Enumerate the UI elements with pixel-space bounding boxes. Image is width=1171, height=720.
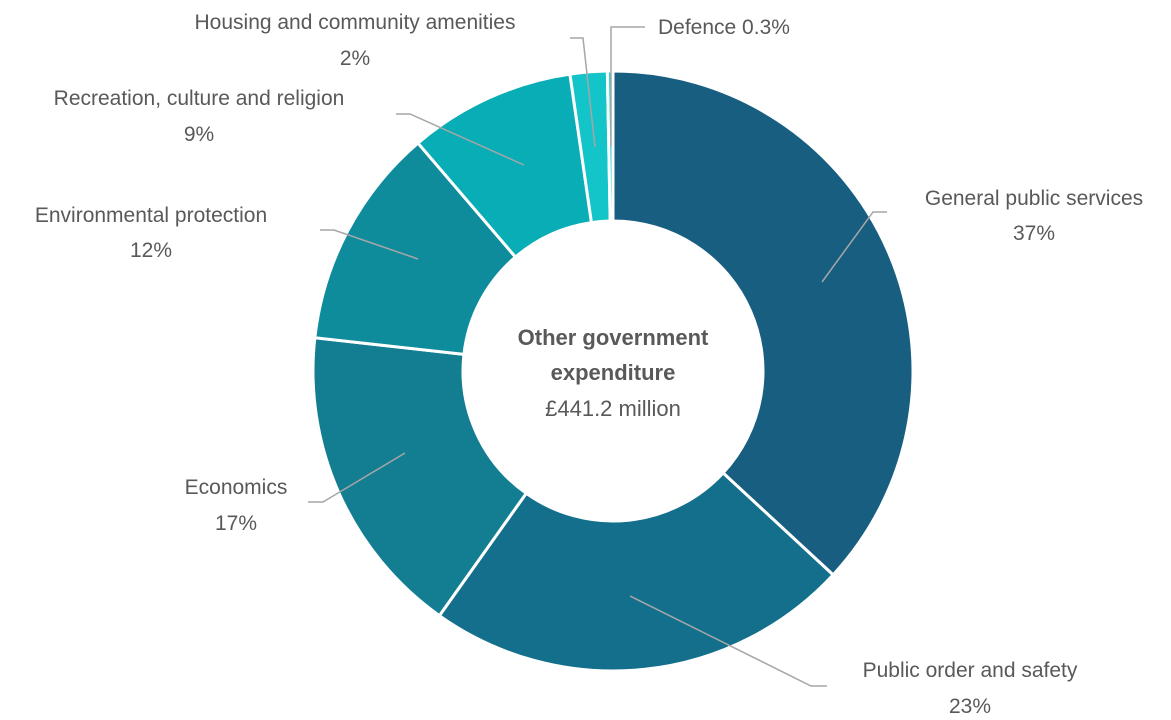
value-label-economics: 17% [215, 512, 257, 535]
value-label-recreation-culture-and-religion: 9% [184, 123, 214, 146]
label-environmental-protection: Environmental protection [35, 204, 267, 227]
leader-line-housing-and-community-amenities [570, 37, 596, 148]
center-title-line-1: Other government [518, 325, 709, 350]
center-label: Other government expenditure £441.2 mill… [518, 325, 709, 421]
leader-line-general-public-services [821, 211, 887, 283]
value-label-environmental-protection: 12% [130, 239, 172, 262]
leader-line-recreation-culture-and-religion [396, 113, 525, 166]
value-label-general-public-services: 37% [1013, 222, 1055, 245]
leader-line-economics [308, 452, 406, 503]
value-label-public-order-and-safety: 23% [949, 695, 991, 715]
leader-line-public-order-and-safety [629, 595, 827, 687]
center-title-line-2: expenditure [551, 360, 676, 385]
value-label-housing-and-community-amenities: 2% [340, 47, 370, 70]
label-recreation-culture-and-religion: Recreation, culture and religion [54, 87, 345, 110]
labels-group: General public services 37% Public order a… [35, 11, 1143, 718]
label-general-public-services: General public services [925, 187, 1143, 210]
label-housing-and-community-amenities: Housing and community amenities [195, 11, 516, 34]
center-value: £441.2 million [545, 396, 681, 421]
label-defence: Defence 0.3% [658, 16, 790, 39]
slices-group [311, 69, 915, 673]
leader-line-environmental-protection [320, 229, 419, 260]
leader-line-defence [610, 26, 645, 147]
label-public-order-and-safety: Public order and safety [863, 659, 1078, 682]
slice-general-public-services [611, 69, 915, 577]
slice-economics [311, 336, 529, 618]
leader-lines-group [308, 26, 887, 687]
label-economics: Economics [185, 476, 288, 499]
